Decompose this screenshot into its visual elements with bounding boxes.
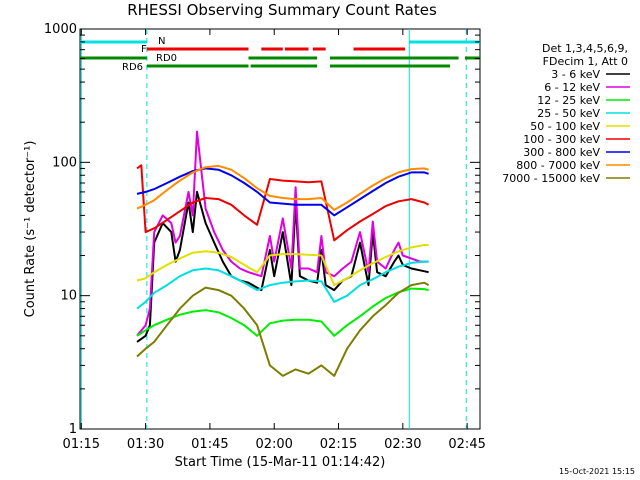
y-tick-label: 100 bbox=[52, 155, 77, 170]
footer-date: 15-Oct-2021 15:15 bbox=[559, 467, 635, 476]
flag-label-rd6: RD6 bbox=[122, 62, 143, 73]
x-tick-label: 02:45 bbox=[448, 437, 485, 452]
legend: Det 1,3,4,5,6,9, FDecim 1, Att 0 3 - 6 k… bbox=[502, 42, 630, 185]
series-group bbox=[136, 130, 430, 377]
x-tick-label: 02:15 bbox=[320, 437, 357, 452]
series-line-3-6-kev bbox=[136, 190, 429, 343]
y-tick-label: 1000 bbox=[44, 22, 77, 37]
flag-bars-group bbox=[80, 40, 480, 68]
flag-label-f: F bbox=[141, 44, 147, 55]
flag-label-rd0: RD0 bbox=[156, 53, 177, 64]
legend-label-3-6-kev: 3 - 6 keV bbox=[551, 68, 600, 81]
x-tick-label: 01:30 bbox=[127, 437, 164, 452]
x-tick-label: 02:00 bbox=[255, 437, 292, 452]
series-line-100-300-kev bbox=[136, 164, 430, 242]
series-line-6-12-kev bbox=[136, 130, 429, 337]
legend-label-7000-15000-kev: 7000 - 15000 keV bbox=[502, 172, 600, 185]
legend-label-50-100-kev: 50 - 100 keV bbox=[530, 120, 600, 133]
y-axis-ticks: 1 10 100 1000 bbox=[44, 22, 480, 437]
legend-label-300-800-kev: 300 - 800 keV bbox=[523, 146, 600, 159]
y-tick-label: 10 bbox=[60, 289, 77, 304]
flag-label-n: N bbox=[158, 36, 165, 47]
series-line-25-50-kev bbox=[136, 260, 429, 310]
series-line-50-100-kev bbox=[136, 244, 429, 287]
series-line-12-25-kev bbox=[136, 287, 429, 337]
legend-label-800-7000-kev: 800 - 7000 keV bbox=[516, 159, 600, 172]
x-tick-label: 02:30 bbox=[384, 437, 421, 452]
series-line-800-7000-kev bbox=[136, 164, 429, 211]
legend-label-25-50-kev: 25 - 50 keV bbox=[537, 107, 600, 120]
y-tick-label: 1 bbox=[69, 422, 77, 437]
legend-header-line-2: FDecim 1, Att 0 bbox=[543, 55, 628, 68]
series-line-7000-15000-kev bbox=[136, 281, 430, 377]
series-line-300-800-kev bbox=[136, 167, 429, 217]
mode-vertical-lines bbox=[80, 29, 467, 429]
legend-label-100-300-kev: 100 - 300 keV bbox=[523, 133, 600, 146]
legend-label-6-12-kev: 6 - 12 keV bbox=[544, 81, 600, 94]
x-axis-label: Start Time (15-Mar-11 01:14:42) bbox=[175, 455, 386, 470]
y-axis-label: Count Rate (s⁻¹ detector⁻¹) bbox=[23, 141, 38, 318]
flag-labels-group: N F RD0 RD6 bbox=[122, 36, 177, 73]
x-axis-ticks: 01:15 01:30 01:45 02:00 02:15 02:30 02:45 bbox=[63, 29, 486, 452]
x-tick-label: 01:15 bbox=[63, 437, 100, 452]
legend-header-line-1: Det 1,3,4,5,6,9, bbox=[542, 42, 628, 55]
x-tick-label: 01:45 bbox=[191, 437, 228, 452]
legend-label-12-25-kev: 12 - 25 keV bbox=[537, 94, 600, 107]
plot-frame bbox=[79, 28, 481, 430]
chart-title: RHESSI Observing Summary Count Rates bbox=[127, 1, 437, 19]
